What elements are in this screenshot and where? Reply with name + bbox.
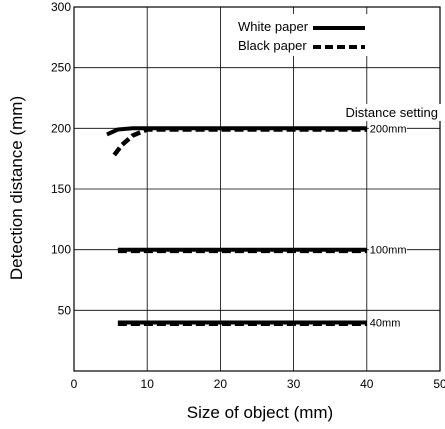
legend-entry-black-paper: Black paper — [238, 38, 307, 53]
distance-setting-annotation: Distance setting — [346, 105, 439, 120]
distance-setting-label: 40mm — [370, 317, 401, 329]
distance-setting-label: 100mm — [370, 245, 407, 257]
x-tick-label: 20 — [214, 377, 228, 391]
legend-entry-white-paper: White paper — [238, 19, 309, 34]
distance-setting-label: 200mm — [370, 123, 407, 135]
x-tick-label: 30 — [287, 377, 301, 391]
y-tick-label: 50 — [58, 303, 72, 317]
tick-labels: 0 10 20 30 40 50 50 100 150 200 250 300 — [51, 0, 445, 391]
y-tick-label: 200 — [51, 121, 71, 135]
x-tick-label: 40 — [360, 377, 374, 391]
series-line — [106, 126, 367, 137]
series-black-paper — [112, 127, 367, 326]
setting-labels: 200mm 100mm 40mm — [368, 121, 407, 330]
series-line — [112, 127, 367, 157]
x-axis-label: Size of object (mm) — [187, 403, 333, 422]
y-axis-label: Detection distance (mm) — [7, 96, 26, 280]
series-white-paper — [106, 126, 367, 325]
y-tick-label: 150 — [51, 182, 71, 196]
y-tick-label: 100 — [51, 243, 71, 257]
legend: White paper Black paper — [232, 14, 372, 56]
y-tick-label: 250 — [51, 61, 71, 75]
x-tick-label: 50 — [433, 377, 445, 391]
y-tick-label: 300 — [51, 0, 71, 14]
plot-frame — [73, 6, 441, 372]
x-tick-label: 0 — [71, 377, 78, 391]
series-layer — [106, 126, 367, 326]
x-tick-label: 10 — [141, 377, 155, 391]
